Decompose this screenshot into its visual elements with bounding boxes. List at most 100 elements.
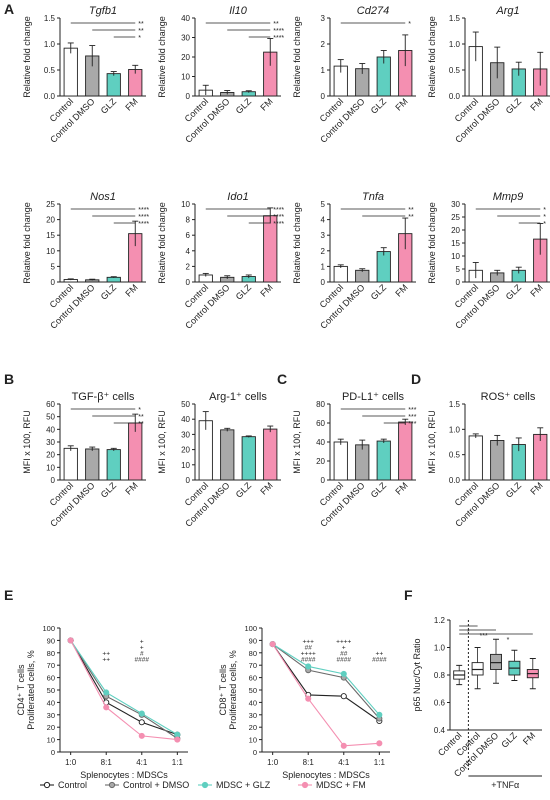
series-line-3 (70, 640, 178, 741)
category-label: GLZ (99, 282, 119, 302)
series-line-0 (272, 643, 380, 722)
panel-label-b: B (4, 371, 14, 387)
y-tick-label: 60 (46, 400, 55, 409)
series-point (138, 710, 145, 717)
bar-2 (106, 276, 121, 283)
y-axis-label: p65 Nuc/Cyt Ratio (412, 638, 422, 711)
annotation-mark: ++++ (336, 639, 351, 646)
charts-layer: Tgfb1 0.0 0.5 1.0 1.5 Relative fold change Con… (16, 5, 550, 790)
x-tick-label: 4:1 (136, 758, 148, 767)
y-tick-label: 4 (186, 247, 191, 256)
y-tick-label: 40 (181, 415, 190, 424)
category-label: FM (123, 282, 139, 298)
chart-title: Mmp9 (493, 191, 524, 203)
series-point (138, 732, 145, 739)
annotation-mark: ++ (102, 657, 110, 664)
y-tick-label: 0.5 (449, 66, 461, 75)
y-tick-label: 1.2 (434, 616, 446, 625)
box-2 (490, 653, 502, 670)
y-tick-label: 40 (249, 698, 257, 707)
annotation-mark: #### (301, 657, 316, 664)
annotation-mark: #### (372, 657, 387, 664)
y-tick-label: 2 (186, 262, 191, 271)
y-tick-label: 3 (321, 231, 326, 240)
y-tick-label: 30 (451, 200, 460, 209)
legend-label: Control (58, 780, 87, 790)
sig-label: * (138, 35, 141, 42)
category-label: FM (393, 96, 409, 112)
y-tick-label: 70 (249, 661, 257, 670)
y-tick-label: 0.0 (449, 476, 461, 485)
y-tick-label: 0 (321, 92, 326, 101)
series-point (305, 695, 312, 702)
y-tick-label: 0 (51, 748, 55, 757)
sig-label: *** (408, 414, 416, 421)
sig-label: * (507, 637, 510, 644)
category-label: FM (123, 480, 139, 496)
chart-title: Il10 (229, 5, 248, 17)
chart-title: PD-L1⁺ cells (342, 391, 405, 403)
y-tick-label: 20 (451, 226, 460, 235)
y-tick-label: 30 (181, 430, 190, 439)
y-axis-label: MFI x 100, RFU (427, 410, 437, 474)
sig-label: **** (273, 28, 284, 35)
y-tick-label: 15 (46, 231, 55, 240)
series-point (103, 704, 110, 711)
y-tick-label: 10 (181, 200, 190, 209)
y-tick-label: 60 (249, 674, 257, 683)
y-tick-label: 40 (47, 698, 55, 707)
bar-0 (63, 447, 78, 481)
x-tick-label: 1:0 (267, 758, 279, 767)
y-tick-label: 10 (47, 736, 55, 745)
y-tick-label: 70 (47, 661, 55, 670)
y-tick-label: 20 (47, 723, 55, 732)
bar-1 (355, 269, 370, 283)
series-point (174, 736, 181, 743)
line-chart-13: 0 10 20 30 40 50 60 70 80 90 100 1:0 8:1 4:1 1:1 Spleno… (218, 624, 390, 780)
annotation-mark: #### (135, 657, 150, 664)
chart-title: Cd274 (357, 5, 389, 17)
y-tick-label: 50 (47, 686, 55, 695)
y-tick-label: 0 (456, 278, 461, 287)
y-axis-label: Proliferated cells, % (26, 650, 36, 730)
y-tick-label: 1.5 (449, 14, 461, 23)
y-tick-label: 1.5 (449, 400, 461, 409)
y-tick-label: 90 (47, 636, 55, 645)
panel-label-d: D (411, 371, 421, 387)
y-tick-label: 0 (321, 278, 326, 287)
x-axis-label: Splenocytes : MDSCs (282, 770, 370, 780)
y-tick-label: 20 (316, 457, 325, 466)
category-label: GLZ (504, 96, 524, 116)
sig-label: *** (480, 633, 488, 640)
sig-label: ** (408, 207, 414, 214)
legend-swatch-point (301, 781, 309, 789)
y-axis-label: Proliferated cells, % (228, 650, 238, 730)
y-axis-label: MFI x 100, RFU (157, 410, 167, 474)
category-label: GLZ (504, 282, 524, 302)
y-tick-label: 30 (181, 34, 190, 43)
y-axis-label: Relative fold change (427, 202, 437, 284)
series-line-1 (70, 640, 178, 739)
y-axis-label: CD8⁺ T cells (218, 664, 228, 715)
y-axis-label: CD4⁺ T cells (16, 664, 26, 715)
y-axis-label: Relative fold change (427, 16, 437, 98)
bar-3 (263, 428, 278, 481)
category-label: GLZ (499, 730, 519, 750)
y-tick-label: 3 (321, 14, 326, 23)
series-line-1 (272, 643, 380, 719)
series-point (174, 731, 181, 738)
panel-label-e: E (4, 587, 13, 603)
panel-label-c: C (277, 371, 287, 387)
y-tick-label: 8 (186, 216, 191, 225)
series-point (340, 670, 347, 677)
sig-label: ** (138, 421, 144, 428)
category-label: GLZ (369, 282, 389, 302)
y-tick-label: 1.0 (434, 644, 446, 653)
bar-2 (376, 440, 391, 481)
category-label: FM (258, 96, 274, 112)
series-point (340, 742, 347, 749)
